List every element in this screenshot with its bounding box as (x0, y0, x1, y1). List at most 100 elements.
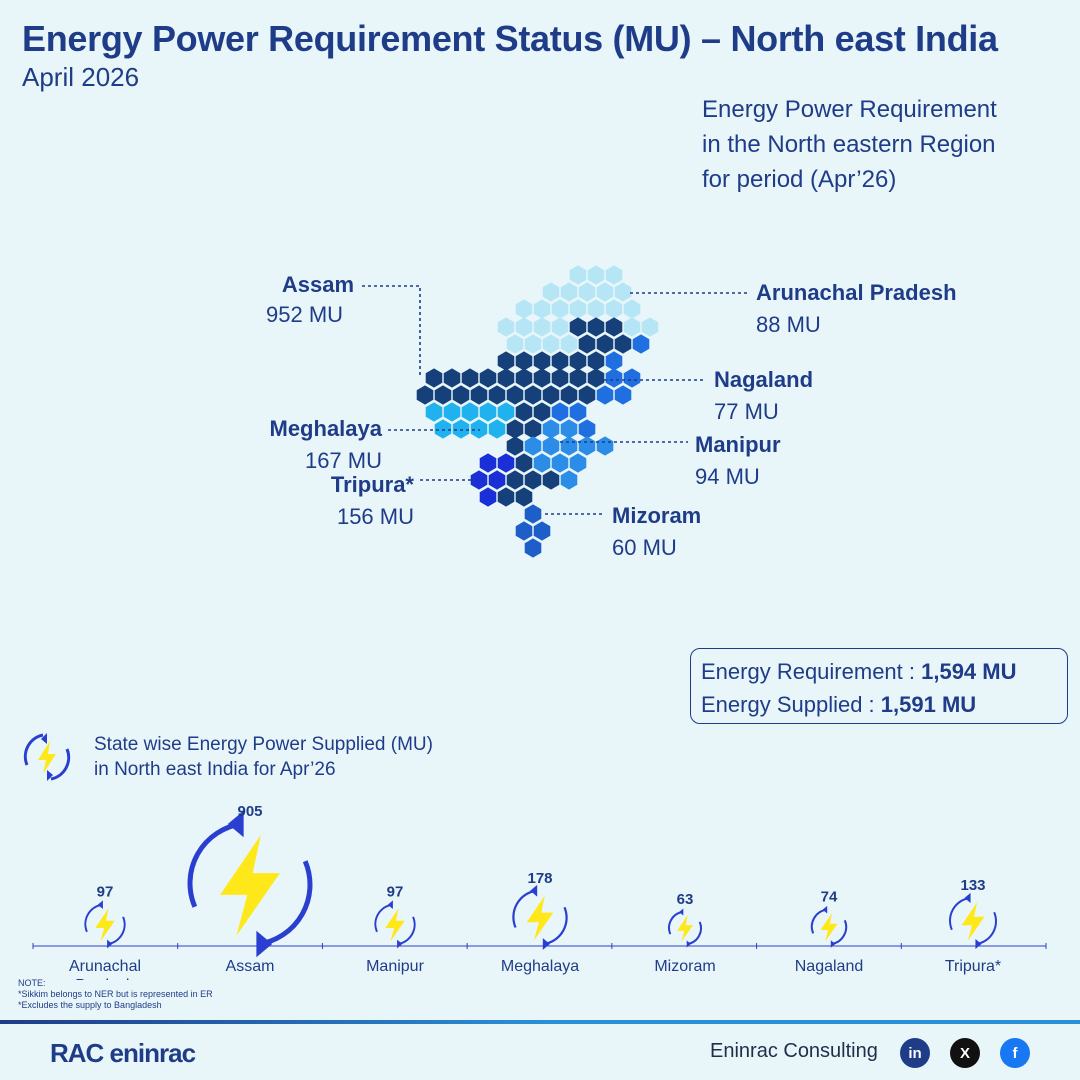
hex-cell-tripura (497, 453, 515, 473)
state-name: Nagaland (714, 367, 814, 392)
category-label: Arunachal (69, 958, 141, 975)
supplied-label: Energy Supplied : (701, 692, 881, 717)
hex-cell-arunachal-pradesh (542, 282, 560, 302)
notes-label: NOTE: (18, 978, 46, 988)
arrow-head (830, 940, 836, 948)
note-line: *Sikkim belongs to NER but is represente… (18, 989, 213, 999)
hex-cell-meghalaya (479, 402, 497, 422)
refresh-arc (949, 897, 970, 931)
refresh-arc (84, 903, 103, 933)
state-value: 88 MU (756, 312, 821, 337)
linkedin-icon[interactable]: in (900, 1038, 930, 1068)
hex-cell-manipur (560, 470, 578, 490)
hex-cell-tripura (479, 453, 497, 473)
brand-text: RAC eninrac (50, 1037, 196, 1068)
hex-cell-manipur (533, 453, 551, 473)
hex-cell-assam (542, 385, 560, 405)
state-value: 952 MU (266, 302, 344, 327)
state-label-nagaland: Nagaland 77 MU (714, 367, 813, 425)
hex-cell-nagaland (605, 351, 623, 371)
hex-cell-nagaland (551, 402, 569, 422)
hex-cell-assam (578, 334, 596, 354)
hex-cell-assam (506, 436, 524, 456)
requirement-value: 1,594 MU (921, 659, 1017, 684)
category-label: Tripura* (945, 958, 1001, 975)
category-label: Meghalaya (501, 958, 579, 975)
refresh-arc (397, 916, 416, 945)
hex-cell-meghalaya (443, 402, 461, 422)
arrow-head (97, 900, 103, 910)
hex-cell-assam (515, 453, 533, 473)
hex-cell-manipur (578, 436, 596, 456)
hex-cell-assam (461, 368, 479, 388)
hex-cell-assam (596, 334, 614, 354)
hex-cell-arunachal-pradesh (560, 282, 578, 302)
hex-cell-assam (515, 368, 533, 388)
hex-cell-arunachal-pradesh (605, 265, 623, 285)
hex-cell-arunachal-pradesh (587, 299, 605, 319)
map-title-line: Energy Power Requirement (702, 96, 997, 123)
value-label: 905 (237, 803, 262, 820)
state-value: 167 MU (304, 448, 382, 473)
category-label: Mizoram (654, 958, 715, 975)
state-value: 94 MU (695, 464, 760, 489)
hex-cell-assam (560, 385, 578, 405)
hex-cell-nagaland (569, 402, 587, 422)
state-name: Manipur (695, 432, 781, 457)
bubble-tripura (949, 892, 997, 950)
state-label-tripura: Tripura* 156 MU (300, 472, 414, 530)
hex-cell-meghalaya (497, 402, 515, 422)
hex-cell-assam (506, 470, 524, 490)
hex-cell-manipur (542, 419, 560, 439)
page-title: Energy Power Requirement Status (MU) – N… (22, 18, 998, 59)
hex-cell-arunachal-pradesh (587, 265, 605, 285)
hex-cell-arunachal-pradesh (551, 299, 569, 319)
note-line: *Excludes the supply to Bangladesh (18, 1000, 162, 1010)
hex-cell-mizoram (533, 521, 551, 541)
hex-cell-arunachal-pradesh (569, 265, 587, 285)
hex-cell-assam (425, 368, 443, 388)
arrow-head (256, 930, 273, 958)
hex-cell-arunachal-pradesh (524, 334, 542, 354)
bubble-manipur (374, 900, 416, 949)
hex-cell-meghalaya (425, 402, 443, 422)
hex-cell-assam (578, 385, 596, 405)
hex-group (416, 265, 659, 558)
x-icon[interactable]: X (950, 1038, 980, 1068)
hex-cell-meghalaya (434, 419, 452, 439)
lightning-refresh-icon (23, 733, 71, 781)
facebook-icon[interactable]: f (1000, 1038, 1030, 1068)
hex-cell-arunachal-pradesh (623, 317, 641, 337)
value-label: 97 (387, 884, 404, 901)
hex-cell-assam (524, 419, 542, 439)
hex-cell-meghalaya (470, 419, 488, 439)
hex-cell-assam (497, 368, 515, 388)
hex-cell-assam (497, 487, 515, 507)
hex-cell-tripura (470, 470, 488, 490)
hex-cell-assam (605, 317, 623, 337)
hex-cell-arunachal-pradesh (623, 299, 641, 319)
value-label: 178 (527, 870, 552, 887)
hex-cell-assam (569, 351, 587, 371)
hex-cell-manipur (551, 453, 569, 473)
hex-cell-arunachal-pradesh (605, 299, 623, 319)
hex-cell-nagaland (623, 368, 641, 388)
hex-cell-arunachal-pradesh (533, 317, 551, 337)
hex-cell-assam (587, 368, 605, 388)
arrow-head (107, 939, 113, 949)
page-subtitle: April 2026 (22, 62, 140, 92)
refresh-arc (187, 821, 242, 908)
hex-cell-manipur (524, 436, 542, 456)
hex-cell-arunachal-pradesh (542, 334, 560, 354)
bubble-assam (187, 810, 313, 958)
state-label-assam: Assam (280, 272, 354, 298)
category-label: Assam (226, 958, 275, 975)
state-label-meghalaya: Meghalaya 167 MU (256, 416, 383, 474)
hex-cell-meghalaya (488, 419, 506, 439)
hex-cell-assam (452, 385, 470, 405)
hex-cell-arunachal-pradesh (506, 334, 524, 354)
hex-cell-manipur (596, 436, 614, 456)
hex-cell-assam (542, 470, 560, 490)
hex-cell-meghalaya (452, 419, 470, 439)
refresh-arc (374, 903, 393, 933)
